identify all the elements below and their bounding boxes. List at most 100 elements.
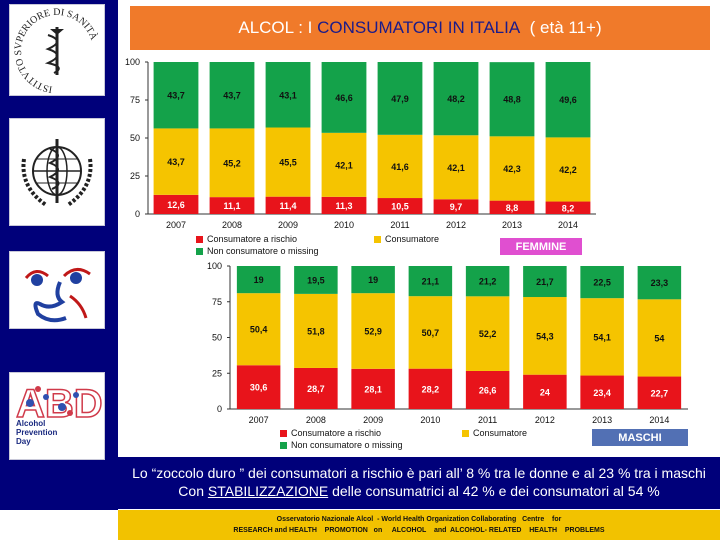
legend-item-non-consumer: Non consumatore o missing bbox=[196, 246, 319, 256]
legend-label-risk: Consumatore a rischio bbox=[207, 234, 298, 244]
male-badge: MASCHI bbox=[592, 429, 688, 446]
footer-bar: Osservatorio Nazionale Alcol - World Hea… bbox=[118, 510, 720, 540]
data-label-risk: 26,6 bbox=[479, 385, 497, 395]
data-label-risk: 11,3 bbox=[335, 201, 352, 211]
bar-risk bbox=[489, 200, 535, 214]
bar-risk bbox=[236, 365, 281, 409]
y-tick-label: 50 bbox=[130, 133, 140, 143]
data-label-risk: 23,4 bbox=[593, 388, 611, 398]
y-tick-label: 50 bbox=[212, 333, 222, 343]
bar-consumer bbox=[433, 135, 479, 200]
who-logo bbox=[9, 118, 105, 226]
bar-risk bbox=[433, 199, 479, 214]
summary-box: Lo “zoccolo duro ” dei consumatori a ris… bbox=[118, 457, 720, 509]
bar-consumer bbox=[465, 296, 510, 371]
data-label-risk: 10,5 bbox=[391, 202, 409, 212]
istituto-superiore-di-sanita-logo: ISTITVTO SVPERIORE DI SANITÀ bbox=[9, 4, 105, 96]
data-label-non-consumer: 21,2 bbox=[479, 277, 497, 287]
data-label-non-consumer: 19 bbox=[254, 275, 264, 285]
x-tick-label: 2012 bbox=[446, 220, 466, 230]
data-label-non-consumer: 46,6 bbox=[335, 93, 353, 103]
data-label-non-consumer: 48,8 bbox=[503, 95, 521, 105]
data-label-risk: 28,7 bbox=[307, 384, 325, 394]
data-label-risk: 28,2 bbox=[422, 384, 440, 394]
bar-non-consumer bbox=[153, 62, 199, 129]
bar-risk bbox=[545, 201, 591, 214]
legend-swatch-risk bbox=[280, 429, 287, 437]
y-tick-label: 0 bbox=[217, 404, 222, 414]
x-tick-label: 2012 bbox=[535, 415, 555, 425]
male-legend: Consumatore a rischio Consumatore Non co… bbox=[280, 428, 580, 452]
alcohol-prevention-day-logo: ABD Alcohol Prevention Day bbox=[9, 372, 105, 460]
x-tick-label: 2010 bbox=[334, 220, 354, 230]
female-consumers-chart: 0 25 50 75 100 12,6 43,7 43,7 2007 11,1 45,2 43,7 20… bbox=[125, 57, 596, 230]
legend-item-consumer: Consumatore bbox=[462, 428, 527, 438]
female-badge: FEMMINE bbox=[500, 238, 582, 255]
bar-risk bbox=[637, 376, 682, 409]
x-tick-label: 2009 bbox=[363, 415, 383, 425]
bar-consumer bbox=[523, 297, 567, 375]
bar-non-consumer bbox=[523, 266, 567, 298]
data-label-consumer: 50,7 bbox=[422, 328, 440, 338]
bar-non-consumer bbox=[236, 266, 281, 294]
data-label-non-consumer: 22,5 bbox=[593, 278, 611, 288]
data-label-consumer: 54 bbox=[654, 333, 664, 343]
bar-consumer bbox=[153, 128, 199, 195]
data-label-consumer: 42,1 bbox=[335, 160, 353, 170]
bar-non-consumer bbox=[408, 266, 453, 297]
summary-line-2-suffix: delle consumatrici al 42 % e dei consuma… bbox=[328, 483, 660, 499]
data-label-consumer: 43,7 bbox=[167, 157, 185, 167]
data-label-non-consumer: 43,7 bbox=[167, 91, 185, 101]
bar-non-consumer bbox=[637, 266, 682, 300]
logo-sidebar: ISTITVTO SVPERIORE DI SANITÀ bbox=[0, 0, 118, 510]
legend-item-consumer: Consumatore bbox=[374, 234, 439, 244]
data-label-consumer: 50,4 bbox=[250, 325, 268, 335]
data-label-risk: 8,2 bbox=[562, 203, 575, 213]
data-label-non-consumer: 49,6 bbox=[559, 95, 577, 105]
bar-risk bbox=[408, 368, 453, 409]
bar-non-consumer bbox=[489, 62, 535, 137]
x-tick-label: 2009 bbox=[278, 220, 298, 230]
x-tick-label: 2013 bbox=[592, 415, 612, 425]
data-label-risk: 11,1 bbox=[223, 201, 240, 211]
bar-consumer bbox=[489, 136, 535, 201]
bar-consumer bbox=[236, 293, 281, 366]
data-label-risk: 8,8 bbox=[506, 203, 519, 213]
summary-line-2-underlined: STABILIZZAZIONE bbox=[207, 483, 329, 499]
footer-line-2: RESEARCH and HEALTH PROMOTION on ALCOHOL… bbox=[233, 527, 605, 534]
data-label-risk: 24 bbox=[540, 387, 550, 397]
data-label-non-consumer: 43,7 bbox=[223, 91, 241, 101]
bar-risk bbox=[294, 367, 338, 409]
bar-consumer bbox=[377, 134, 423, 199]
x-tick-label: 2011 bbox=[478, 415, 497, 425]
bar-risk bbox=[153, 194, 199, 214]
bar-non-consumer bbox=[209, 62, 255, 129]
data-label-non-consumer: 19,5 bbox=[307, 275, 325, 285]
legend-swatch-consumer bbox=[462, 429, 469, 437]
data-label-risk: 12,6 bbox=[167, 200, 185, 210]
bar-risk bbox=[209, 197, 255, 214]
legend-label-consumer: Consumatore bbox=[385, 234, 440, 244]
bar-non-consumer bbox=[321, 62, 367, 133]
data-label-non-consumer: 21,1 bbox=[422, 277, 440, 287]
bar-risk bbox=[265, 196, 311, 214]
y-tick-label: 100 bbox=[207, 261, 222, 271]
data-label-non-consumer: 21,7 bbox=[536, 277, 554, 287]
legend-item-risk: Consumatore a rischio bbox=[280, 428, 381, 438]
apd-logo-text: Alcohol Prevention Day bbox=[16, 419, 58, 446]
data-label-risk: 11,4 bbox=[279, 201, 296, 211]
x-tick-label: 2007 bbox=[249, 415, 269, 425]
bar-consumer bbox=[580, 298, 624, 376]
data-label-consumer: 51,8 bbox=[307, 326, 325, 336]
data-label-consumer: 42,2 bbox=[559, 165, 577, 175]
bar-consumer bbox=[408, 296, 453, 369]
bar-consumer bbox=[637, 299, 682, 377]
x-tick-label: 2013 bbox=[502, 220, 522, 230]
legend-item-non-consumer: Non consumatore o missing bbox=[280, 440, 403, 450]
bar-risk bbox=[377, 198, 423, 214]
data-label-consumer: 45,2 bbox=[223, 158, 241, 168]
title-highlight: CONSUMATORI IN ITALIA bbox=[317, 18, 521, 37]
summary-line-2: Con STABILIZZAZIONE delle consumatrici a… bbox=[118, 482, 720, 500]
data-label-consumer: 52,9 bbox=[364, 326, 382, 336]
bar-non-consumer bbox=[545, 62, 591, 138]
